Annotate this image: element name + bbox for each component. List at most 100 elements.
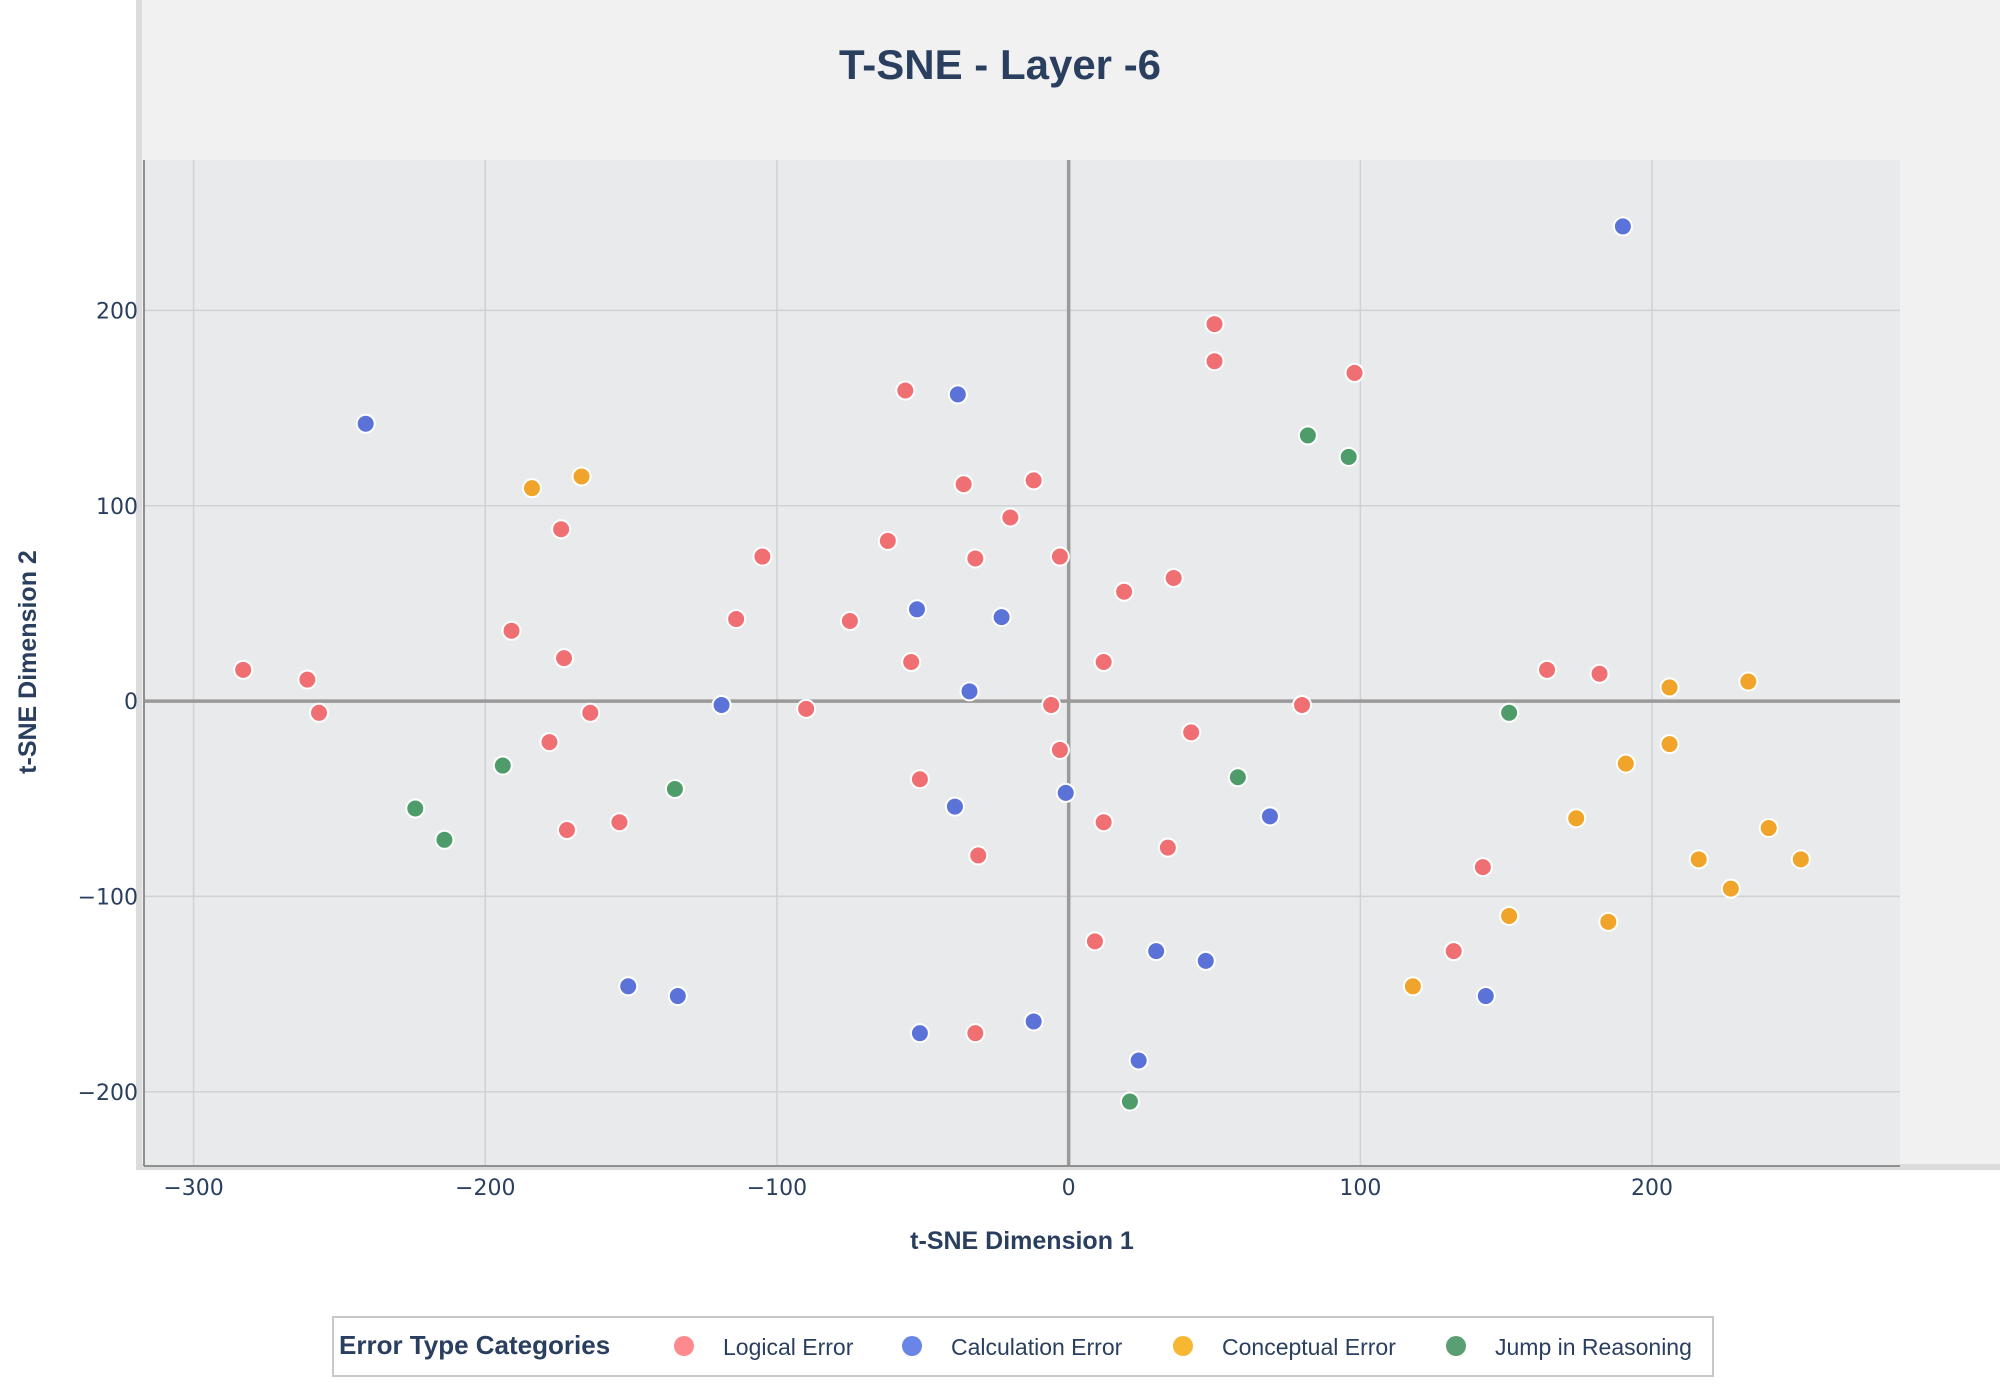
point-jump-in-reasoning — [434, 829, 455, 850]
point-conceptual-error — [1659, 734, 1680, 755]
legend-label-jump-in-reasoning: Jump in Reasoning — [1495, 1334, 1692, 1360]
grid-lines — [144, 160, 1900, 1166]
point-jump-in-reasoning — [492, 755, 513, 776]
point-calculation-error — [1195, 950, 1216, 971]
point-calculation-error — [991, 607, 1012, 628]
point-calculation-error — [909, 1023, 930, 1044]
point-logical-error — [501, 620, 522, 641]
figure-shadow-left — [136, 0, 144, 1170]
point-calculation-error — [618, 976, 639, 997]
point-logical-error — [965, 548, 986, 569]
point-logical-error — [1589, 663, 1610, 684]
point-logical-error — [556, 820, 577, 841]
x-tick-label: −100 — [747, 1176, 807, 1201]
point-logical-error — [1292, 694, 1313, 715]
point-conceptual-error — [1758, 818, 1779, 839]
point-logical-error — [554, 648, 575, 669]
point-logical-error — [839, 611, 860, 632]
point-conceptual-error — [1598, 911, 1619, 932]
legend-label-calculation-error: Calculation Error — [951, 1334, 1123, 1360]
point-calculation-error — [1259, 806, 1280, 827]
point-calculation-error — [1475, 986, 1496, 1007]
point-conceptual-error — [1720, 878, 1741, 899]
point-conceptual-error — [1615, 753, 1636, 774]
point-logical-error — [1537, 659, 1558, 680]
plot-area — [144, 160, 1900, 1166]
legend-box — [332, 1316, 1714, 1377]
point-calculation-error — [947, 384, 968, 405]
point-calculation-error — [906, 599, 927, 620]
point-logical-error — [968, 845, 989, 866]
point-conceptual-error — [1659, 677, 1680, 698]
y-tick-labels: −200 −100 0 100 200 — [78, 299, 138, 1105]
point-calculation-error — [1023, 1011, 1044, 1032]
x-tick-labels: −300 −200 −100 0 100 200 — [163, 1176, 1673, 1201]
point-logical-error — [1000, 507, 1021, 528]
point-logical-error — [297, 669, 318, 690]
point-logical-error — [726, 609, 747, 630]
legend-marker-logical-error — [674, 1336, 694, 1356]
point-logical-error — [953, 474, 974, 495]
point-calculation-error — [959, 681, 980, 702]
point-calculation-error — [1128, 1050, 1149, 1071]
x-axis-title: t-SNE Dimension 1 — [910, 1227, 1134, 1255]
point-logical-error — [1093, 652, 1114, 673]
legend: Error Type Categories Logical Error Calcu… — [332, 1316, 1714, 1377]
point-logical-error — [901, 652, 922, 673]
legend-marker-jump-in-reasoning — [1446, 1336, 1466, 1356]
legend-label-conceptual-error: Conceptual Error — [1222, 1334, 1396, 1360]
point-jump-in-reasoning — [1499, 702, 1520, 723]
point-calculation-error — [355, 413, 376, 434]
point-logical-error — [1472, 857, 1493, 878]
point-jump-in-reasoning — [1119, 1091, 1140, 1112]
legend-label-logical-error: Logical Error — [723, 1334, 854, 1360]
data-points — [233, 216, 1811, 1112]
point-conceptual-error — [1402, 976, 1423, 997]
chart-title: T-SNE - Layer -6 — [839, 41, 1161, 88]
point-conceptual-error — [1790, 849, 1811, 870]
y-axis-title: t-SNE Dimension 2 — [14, 550, 42, 774]
legend-title: Error Type Categories — [339, 1330, 610, 1360]
point-logical-error — [796, 698, 817, 719]
legend-items: Logical Error Calculation Error Conceptual… — [674, 1334, 1692, 1360]
point-logical-error — [909, 769, 930, 790]
point-jump-in-reasoning — [664, 778, 685, 799]
zero-lines — [144, 160, 1900, 1166]
point-logical-error — [1204, 351, 1225, 372]
point-logical-error — [895, 380, 916, 401]
point-logical-error — [551, 519, 572, 540]
point-logical-error — [1163, 568, 1184, 589]
point-conceptual-error — [521, 478, 542, 499]
x-tick-label: 0 — [1062, 1176, 1076, 1201]
y-tick-label: 100 — [96, 495, 138, 520]
point-logical-error — [1181, 722, 1202, 743]
point-logical-error — [1344, 362, 1365, 383]
point-calculation-error — [1146, 941, 1167, 962]
point-calculation-error — [711, 694, 732, 715]
legend-marker-calculation-error — [902, 1336, 922, 1356]
point-logical-error — [539, 732, 560, 753]
point-logical-error — [1204, 314, 1225, 335]
point-conceptual-error — [1738, 671, 1759, 692]
point-logical-error — [877, 530, 898, 551]
y-tick-label: −100 — [78, 885, 138, 910]
y-tick-label: 0 — [124, 690, 138, 715]
point-conceptual-error — [1499, 905, 1520, 926]
point-logical-error — [1157, 837, 1178, 858]
point-logical-error — [752, 546, 773, 567]
point-logical-error — [1023, 470, 1044, 491]
point-calculation-error — [1055, 782, 1076, 803]
point-logical-error — [233, 659, 254, 680]
point-logical-error — [1114, 581, 1135, 602]
point-calculation-error — [1612, 216, 1633, 237]
point-conceptual-error — [1688, 849, 1709, 870]
legend-marker-conceptual-error — [1173, 1336, 1193, 1356]
point-conceptual-error — [1566, 808, 1587, 829]
point-logical-error — [1049, 546, 1070, 567]
point-logical-error — [580, 702, 601, 723]
point-jump-in-reasoning — [1227, 767, 1248, 788]
point-logical-error — [1093, 812, 1114, 833]
point-logical-error — [1443, 941, 1464, 962]
point-calculation-error — [667, 986, 688, 1007]
